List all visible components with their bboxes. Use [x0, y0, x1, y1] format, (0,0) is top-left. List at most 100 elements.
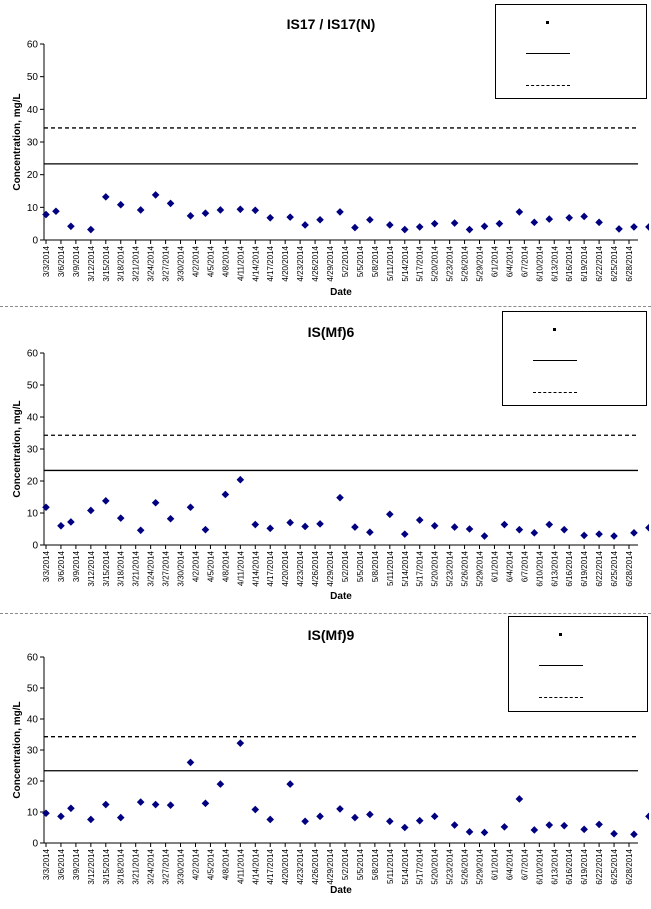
data-point — [480, 828, 489, 837]
data-point — [545, 215, 554, 223]
data-point — [201, 209, 210, 218]
legend-entry-points — [503, 326, 646, 336]
y-axis-label: Concentration, mg/L — [12, 701, 23, 798]
data-point — [400, 225, 409, 234]
y-tick-label: 0 — [32, 839, 38, 850]
data-point — [101, 800, 110, 809]
x-tick-label: 3/21/2014 — [132, 245, 141, 281]
data-point — [286, 518, 294, 527]
x-tick-label: 4/5/2014 — [206, 848, 215, 880]
x-tick-label: 6/1/2014 — [490, 245, 499, 277]
y-tick-label: 30 — [27, 138, 39, 149]
panel-divider — [0, 613, 651, 614]
y-tick-label: 60 — [27, 653, 39, 664]
x-tick-label: 6/28/2014 — [625, 245, 634, 281]
data-point — [530, 826, 539, 834]
data-point — [595, 530, 603, 538]
x-tick-label: 3/6/2014 — [57, 550, 66, 582]
data-point — [630, 529, 638, 537]
x-tick-label: 4/20/2014 — [281, 848, 290, 884]
x-tick-label: 5/17/2014 — [416, 550, 425, 586]
x-tick-label: 4/8/2014 — [221, 550, 230, 582]
data-point — [386, 817, 394, 826]
data-point — [450, 219, 459, 227]
x-tick-label: 3/18/2014 — [117, 848, 126, 884]
legend-entry-solid-line — [509, 661, 647, 671]
data-point — [336, 493, 344, 502]
x-tick-label: 6/4/2014 — [505, 245, 514, 277]
data-point — [366, 215, 374, 224]
x-tick-label: 4/5/2014 — [206, 245, 215, 277]
data-point — [316, 215, 324, 224]
data-point — [450, 523, 459, 531]
data-point — [286, 780, 294, 788]
data-point — [415, 516, 424, 524]
x-tick-label: 3/21/2014 — [132, 848, 141, 884]
chart-legend — [508, 616, 648, 712]
data-point — [560, 525, 569, 534]
x-tick-label: 5/26/2014 — [461, 550, 470, 586]
x-tick-label: 6/7/2014 — [520, 245, 529, 277]
data-point — [151, 800, 160, 809]
legend-entry-dashed-line — [496, 81, 646, 91]
x-tick-label: 5/17/2014 — [416, 245, 425, 281]
x-tick-label: 3/15/2014 — [102, 245, 111, 281]
x-tick-label: 5/11/2014 — [386, 245, 395, 281]
x-tick-label: 6/25/2014 — [610, 848, 619, 884]
data-point — [530, 218, 539, 227]
x-tick-label: 3/6/2014 — [57, 848, 66, 880]
y-tick-label: 40 — [27, 715, 39, 726]
x-tick-label: 4/2/2014 — [191, 848, 200, 880]
data-point — [67, 804, 75, 813]
data-point — [286, 213, 294, 221]
x-tick-label: 5/14/2014 — [401, 848, 410, 884]
chart-title: IS(Mf)9 — [308, 627, 355, 643]
x-tick-label: 5/14/2014 — [401, 245, 410, 281]
data-point — [386, 510, 394, 519]
chart-legend — [495, 4, 647, 99]
y-tick-label: 40 — [27, 105, 39, 116]
data-point — [400, 823, 409, 832]
y-tick-label: 0 — [32, 236, 38, 247]
x-tick-label: 5/8/2014 — [371, 848, 380, 880]
data-point — [645, 812, 649, 821]
x-tick-label: 3/18/2014 — [117, 245, 126, 281]
x-tick-label: 6/13/2014 — [550, 550, 559, 586]
data-point — [266, 524, 275, 533]
x-tick-label: 3/27/2014 — [162, 245, 171, 281]
x-tick-label: 4/14/2014 — [251, 550, 260, 586]
data-point — [221, 490, 230, 499]
data-point — [42, 503, 50, 512]
x-tick-label: 4/17/2014 — [266, 848, 275, 884]
x-tick-label: 3/6/2014 — [57, 245, 66, 277]
x-tick-label: 4/11/2014 — [236, 245, 245, 281]
y-axis-label: Concentration, mg/L — [12, 400, 23, 497]
data-point — [186, 503, 195, 512]
x-tick-label: 3/27/2014 — [162, 550, 171, 586]
x-tick-label: 5/2/2014 — [341, 550, 350, 582]
x-tick-label: 3/30/2014 — [177, 848, 186, 884]
x-tick-label: 5/2/2014 — [341, 848, 350, 880]
x-tick-label: 5/2/2014 — [341, 245, 350, 277]
data-point — [251, 206, 260, 215]
x-tick-label: 5/11/2014 — [386, 848, 395, 884]
x-tick-label: 3/9/2014 — [72, 550, 81, 582]
y-tick-label: 60 — [27, 40, 39, 51]
x-tick-label: 5/8/2014 — [371, 550, 380, 582]
x-tick-label: 6/4/2014 — [505, 550, 514, 582]
x-tick-label: 3/24/2014 — [147, 245, 156, 281]
data-point — [366, 810, 374, 819]
data-point — [336, 208, 344, 216]
data-point — [301, 522, 309, 531]
data-point — [450, 821, 459, 829]
x-tick-label: 5/29/2014 — [476, 848, 485, 884]
x-tick-label: 4/23/2014 — [296, 550, 305, 586]
data-point — [530, 529, 539, 537]
data-point — [301, 817, 309, 826]
data-point — [42, 809, 50, 818]
x-tick-label: 5/29/2014 — [476, 550, 485, 586]
x-tick-label: 5/5/2014 — [356, 550, 365, 582]
x-tick-label: 3/3/2014 — [42, 550, 51, 582]
y-tick-label: 50 — [27, 381, 39, 392]
x-tick-label: 4/23/2014 — [296, 245, 305, 281]
